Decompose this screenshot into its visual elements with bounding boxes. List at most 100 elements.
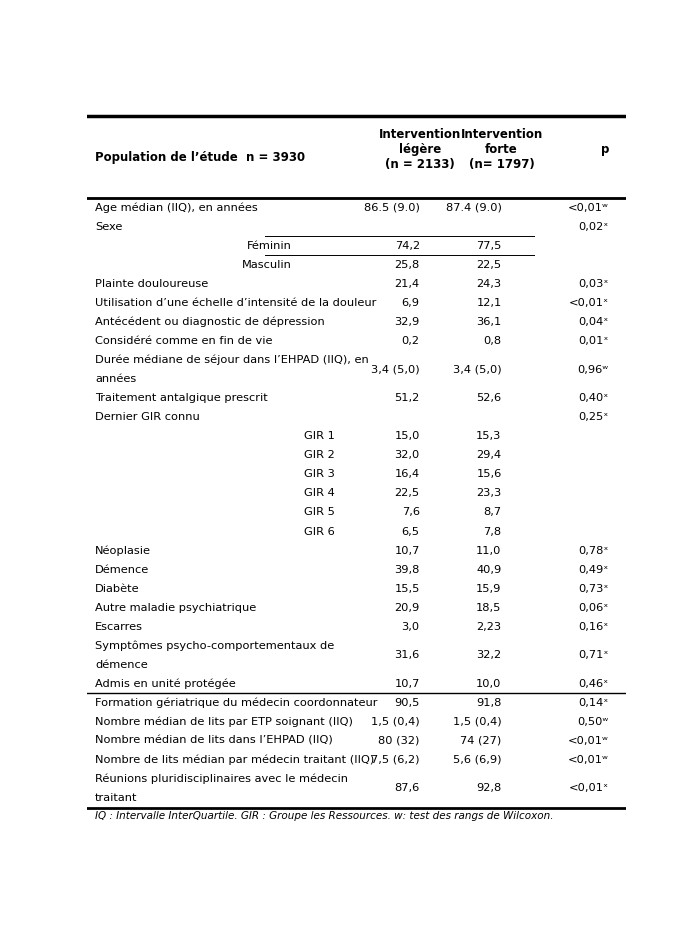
Text: 11,0: 11,0: [476, 545, 502, 556]
Text: 10,7: 10,7: [394, 545, 420, 556]
Text: Féminin: Féminin: [247, 241, 292, 251]
Text: GIR 1: GIR 1: [304, 432, 335, 442]
Text: 32,0: 32,0: [395, 450, 420, 460]
Text: 32,9: 32,9: [395, 318, 420, 327]
Text: 10,0: 10,0: [476, 679, 502, 688]
Text: 22,5: 22,5: [477, 260, 502, 270]
Text: Autre maladie psychiatrique: Autre maladie psychiatrique: [95, 602, 256, 613]
Text: 0,16ˣ: 0,16ˣ: [578, 622, 608, 631]
Text: 15,5: 15,5: [394, 584, 420, 594]
Text: <0,01ʷ: <0,01ʷ: [567, 736, 608, 746]
Text: Population de l’étude  n = 3930: Population de l’étude n = 3930: [95, 150, 305, 163]
Text: démence: démence: [95, 659, 148, 670]
Text: 32,2: 32,2: [477, 650, 502, 660]
Text: 74 (27): 74 (27): [460, 736, 502, 746]
Text: 92,8: 92,8: [476, 784, 502, 794]
Text: Néoplasie: Néoplasie: [95, 545, 151, 556]
Text: Nombre médian de lits dans l’EHPAD (IIQ): Nombre médian de lits dans l’EHPAD (IIQ): [95, 736, 333, 746]
Text: 0,06ˣ: 0,06ˣ: [578, 602, 608, 613]
Text: 3,0: 3,0: [402, 622, 420, 631]
Text: 80 (32): 80 (32): [378, 736, 420, 746]
Text: 90,5: 90,5: [394, 698, 420, 708]
Text: 0,49ˣ: 0,49ˣ: [578, 564, 608, 574]
Text: 0,50ʷ: 0,50ʷ: [577, 717, 608, 727]
Text: 1,5 (0,4): 1,5 (0,4): [453, 717, 502, 727]
Text: 15,6: 15,6: [476, 470, 502, 479]
Text: années: années: [95, 375, 136, 384]
Text: <0,01ˣ: <0,01ˣ: [569, 784, 608, 794]
Text: 23,3: 23,3: [476, 488, 502, 499]
Text: 86.5 (9.0): 86.5 (9.0): [364, 203, 420, 213]
Text: Plainte douloureuse: Plainte douloureuse: [95, 279, 208, 289]
Text: 52,6: 52,6: [477, 393, 502, 403]
Text: 87.4 (9.0): 87.4 (9.0): [445, 203, 502, 213]
Text: 7,8: 7,8: [484, 527, 502, 536]
Text: 12,1: 12,1: [476, 298, 502, 308]
Text: 15,9: 15,9: [476, 584, 502, 594]
Text: 0,04ˣ: 0,04ˣ: [578, 318, 608, 327]
Text: 0,8: 0,8: [484, 336, 502, 347]
Text: Formation gériatrique du médecin coordonnateur: Formation gériatrique du médecin coordon…: [95, 698, 377, 708]
Text: 36,1: 36,1: [476, 318, 502, 327]
Text: 39,8: 39,8: [394, 564, 420, 574]
Text: Considéré comme en fin de vie: Considéré comme en fin de vie: [95, 336, 272, 347]
Text: 3,4 (5,0): 3,4 (5,0): [371, 364, 420, 375]
Text: 0,96ʷ: 0,96ʷ: [577, 364, 608, 375]
Text: 51,2: 51,2: [395, 393, 420, 403]
Text: 24,3: 24,3: [477, 279, 502, 289]
Text: 77,5: 77,5: [476, 241, 502, 251]
Text: Diabète: Diabète: [95, 584, 140, 594]
Text: Symptômes psycho-comportementaux de: Symptômes psycho-comportementaux de: [95, 641, 334, 651]
Text: Démence: Démence: [95, 564, 149, 574]
Text: 0,02ˣ: 0,02ˣ: [578, 222, 608, 232]
Text: 0,73ˣ: 0,73ˣ: [578, 584, 608, 594]
Text: 18,5: 18,5: [476, 602, 502, 613]
Text: 10,7: 10,7: [394, 679, 420, 688]
Text: 74,2: 74,2: [395, 241, 420, 251]
Text: 8,7: 8,7: [484, 507, 502, 517]
Text: 7,6: 7,6: [402, 507, 420, 517]
Text: 7,5 (6,2): 7,5 (6,2): [371, 755, 420, 765]
Text: 6,9: 6,9: [402, 298, 420, 308]
Text: 0,78ˣ: 0,78ˣ: [578, 545, 608, 556]
Text: <0,01ʷ: <0,01ʷ: [567, 203, 608, 213]
Text: Réunions pluridisciplinaires avec le médecin: Réunions pluridisciplinaires avec le méd…: [95, 773, 348, 785]
Text: Escarres: Escarres: [95, 622, 143, 631]
Text: 0,03ˣ: 0,03ˣ: [578, 279, 608, 289]
Text: 0,01ˣ: 0,01ˣ: [578, 336, 608, 347]
Text: 22,5: 22,5: [395, 488, 420, 499]
Text: Intervention
forte
(n= 1797): Intervention forte (n= 1797): [461, 128, 543, 171]
Text: Age médian (IIQ), en années: Age médian (IIQ), en années: [95, 203, 258, 213]
Text: 6,5: 6,5: [402, 527, 420, 536]
Text: Utilisation d’une échelle d’intensité de la douleur: Utilisation d’une échelle d’intensité de…: [95, 298, 376, 308]
Text: Antécédent ou diagnostic de dépression: Antécédent ou diagnostic de dépression: [95, 317, 325, 327]
Text: IQ : Intervalle InterQuartile. GIR : Groupe les Ressources. w: test des rangs de: IQ : Intervalle InterQuartile. GIR : Gro…: [95, 811, 553, 821]
Text: Dernier GIR connu: Dernier GIR connu: [95, 412, 199, 422]
Text: 0,14ˣ: 0,14ˣ: [578, 698, 608, 708]
Text: 3,4 (5,0): 3,4 (5,0): [453, 364, 502, 375]
Text: 1,5 (0,4): 1,5 (0,4): [371, 717, 420, 727]
Text: GIR 2: GIR 2: [304, 450, 335, 460]
Text: 91,8: 91,8: [476, 698, 502, 708]
Text: <0,01ʷ: <0,01ʷ: [567, 755, 608, 765]
Text: 15,3: 15,3: [476, 432, 502, 442]
Text: 0,71ˣ: 0,71ˣ: [578, 650, 608, 660]
Text: p: p: [601, 143, 610, 156]
Text: Intervention
légère
(n = 2133): Intervention légère (n = 2133): [379, 128, 461, 171]
Text: Nombre médian de lits par ETP soignant (IIQ): Nombre médian de lits par ETP soignant (…: [95, 716, 353, 727]
Text: traitant: traitant: [95, 793, 138, 803]
Text: 0,46ˣ: 0,46ˣ: [578, 679, 608, 688]
Text: 16,4: 16,4: [395, 470, 420, 479]
Text: Traitement antalgique prescrit: Traitement antalgique prescrit: [95, 393, 268, 403]
Text: 2,23: 2,23: [477, 622, 502, 631]
Text: Sexe: Sexe: [95, 222, 122, 232]
Text: 0,2: 0,2: [402, 336, 420, 347]
Text: 0,25ˣ: 0,25ˣ: [578, 412, 608, 422]
Text: GIR 3: GIR 3: [304, 470, 335, 479]
Text: GIR 5: GIR 5: [304, 507, 335, 517]
Text: GIR 6: GIR 6: [304, 527, 335, 536]
Text: 31,6: 31,6: [395, 650, 420, 660]
Text: Durée médiane de séjour dans l’EHPAD (IIQ), en: Durée médiane de séjour dans l’EHPAD (II…: [95, 355, 369, 365]
Text: Nombre de lits médian par médecin traitant (IIQ): Nombre de lits médian par médecin traita…: [95, 755, 374, 765]
Text: <0,01ˣ: <0,01ˣ: [569, 298, 608, 308]
